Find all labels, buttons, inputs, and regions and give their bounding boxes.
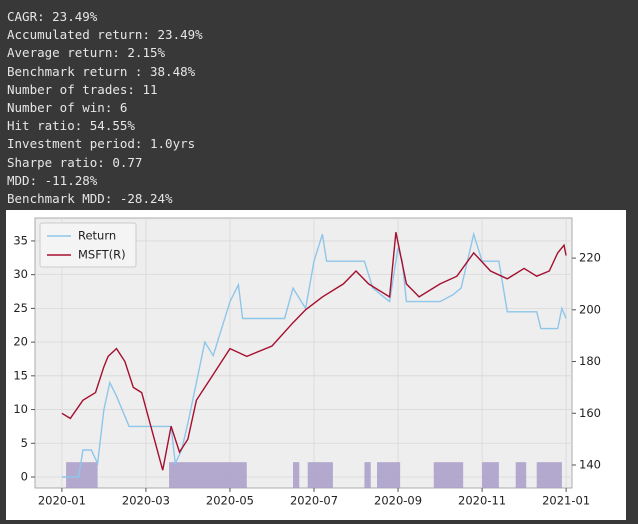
y2-tick-label: 140 <box>579 457 601 471</box>
y2-tick-label: 180 <box>579 354 601 368</box>
stat-line: Benchmark return : 38.48% <box>7 63 196 79</box>
y2-tick-label: 220 <box>579 251 601 265</box>
stats: CAGR: 23.49% Accumulated return: 23.49% Av… <box>7 8 203 208</box>
x-tick-label: 2020-05 <box>206 494 254 508</box>
chart-box: 0 5 10 15 20 25 30 35 140 160 180 200 220 2020-01 2020… <box>6 210 626 520</box>
holding-period <box>169 462 247 488</box>
stat-line: Number of win: 6 <box>7 100 128 116</box>
holding-period <box>515 462 527 488</box>
series-line <box>61 231 567 478</box>
holding-period <box>482 462 499 488</box>
y-tick-label: 35 <box>13 233 28 247</box>
x-tick-label: 2021-01 <box>542 494 590 508</box>
holding-period <box>377 462 401 488</box>
stat-line: Sharpe ratio: 0.77 <box>7 154 143 170</box>
holding-period <box>364 462 371 488</box>
stat-line: Number of trades: 11 <box>7 81 158 97</box>
stat-line: Hit ratio: 54.55% <box>7 118 135 134</box>
stat-line: Investment period: 1.0yrs <box>7 136 196 152</box>
chart: 0 5 10 15 20 25 30 35 140 160 180 200 220 2020-01 2020… <box>13 217 601 508</box>
series-line <box>61 232 567 471</box>
stat-line: Benchmark MDD: -28.24% <box>7 191 173 207</box>
y-tick-label: 5 <box>21 436 28 450</box>
x-tick-label: 2020-11 <box>458 494 506 508</box>
stat-line: CAGR: 23.49% <box>7 9 98 24</box>
stat-line: Average return: 2.15% <box>7 45 166 61</box>
y-tick-label: 30 <box>13 267 28 281</box>
y-tick-label: 20 <box>13 335 28 349</box>
stat-line: MDD: -11.28% <box>7 172 98 188</box>
x-tick-label: 2020-09 <box>374 494 422 508</box>
stat-line: Accumulated return: 23.49% <box>7 27 203 43</box>
x-tick-label: 2020-03 <box>122 494 170 508</box>
y-tick-label: 15 <box>13 368 28 382</box>
holding-period <box>433 462 464 488</box>
x-tick-label: 2020-07 <box>290 494 338 508</box>
y-tick-label: 25 <box>13 301 28 315</box>
legend-label: MSFT(R) <box>78 248 126 262</box>
y-tick-label: 10 <box>13 402 28 416</box>
legend-label: Return <box>78 229 116 243</box>
legend-box <box>39 222 137 268</box>
y2-tick-label: 160 <box>579 406 601 420</box>
holding-period <box>536 462 562 488</box>
holding-period <box>307 462 333 488</box>
x-tick-label: 2020-01 <box>38 494 86 508</box>
legend: Return MSFT(R) <box>39 222 137 268</box>
holding-period <box>66 462 98 488</box>
y2-tick-label: 200 <box>579 302 601 316</box>
holding-period <box>292 462 300 488</box>
y-tick-label: 0 <box>21 470 28 484</box>
